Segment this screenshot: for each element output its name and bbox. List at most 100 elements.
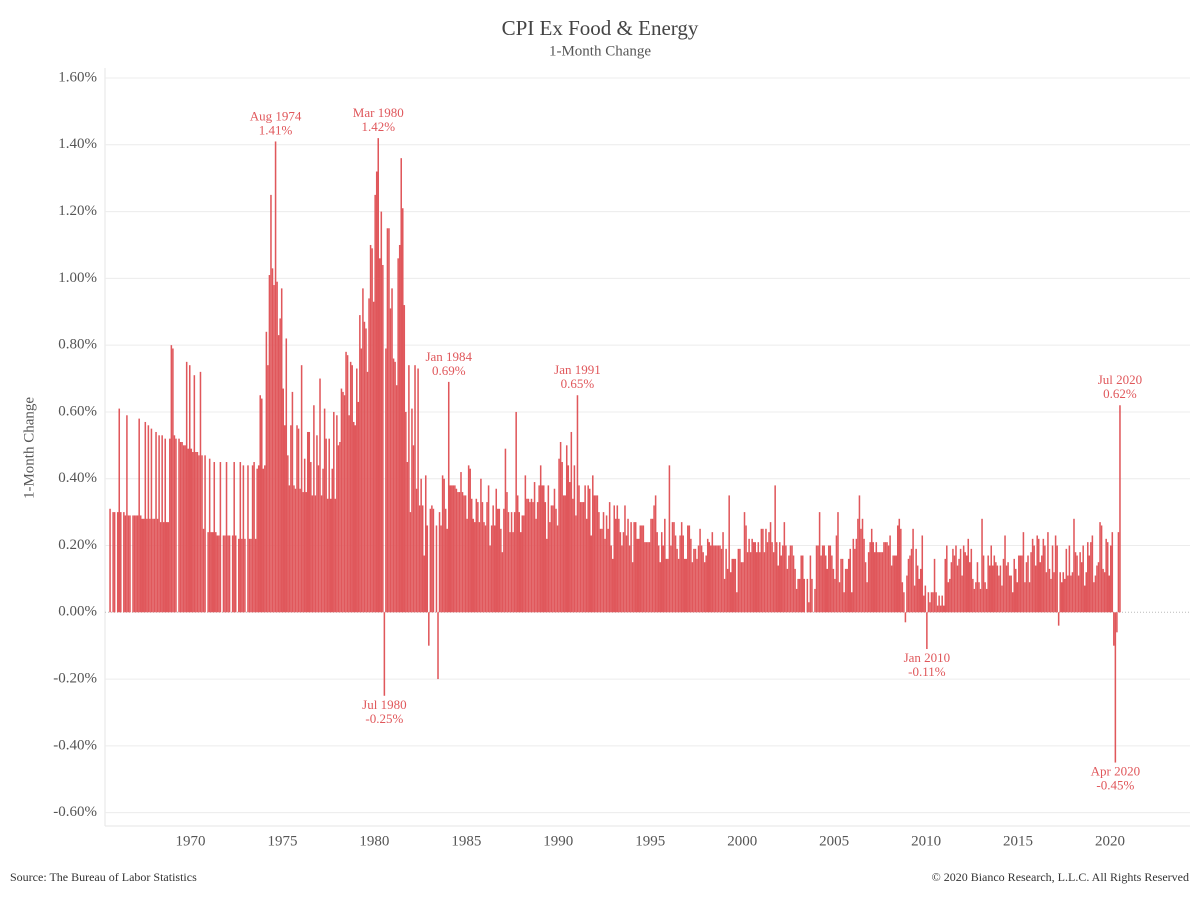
bar xyxy=(314,495,317,613)
bar xyxy=(887,545,890,613)
bar xyxy=(296,425,298,613)
bar xyxy=(446,528,448,613)
bar xyxy=(294,488,297,613)
bar xyxy=(322,468,324,613)
bar xyxy=(797,578,799,613)
bar xyxy=(912,528,914,613)
bar xyxy=(207,532,209,613)
bar xyxy=(1014,568,1017,613)
y-tick-label: 0.00% xyxy=(58,604,97,620)
bar xyxy=(1082,545,1084,613)
bar xyxy=(1045,572,1048,613)
bar xyxy=(1090,542,1092,613)
bar xyxy=(530,498,533,613)
bar xyxy=(683,558,686,613)
bar xyxy=(1070,575,1072,613)
bar xyxy=(1008,575,1011,613)
bar xyxy=(854,548,856,613)
bar xyxy=(188,365,191,613)
bar xyxy=(823,545,825,613)
bar xyxy=(1028,582,1031,613)
bar xyxy=(766,542,769,613)
bar xyxy=(642,525,645,613)
bar xyxy=(947,582,950,613)
bar xyxy=(801,555,804,613)
bar xyxy=(584,485,586,613)
bar xyxy=(489,545,491,613)
bar xyxy=(832,568,835,613)
bar xyxy=(451,485,453,613)
bar xyxy=(749,552,752,613)
bar xyxy=(262,468,265,613)
bar xyxy=(259,395,262,613)
bar xyxy=(371,248,373,613)
bar xyxy=(238,538,240,613)
bar xyxy=(403,305,406,613)
bar xyxy=(449,485,452,613)
bar xyxy=(904,612,907,623)
bar xyxy=(679,535,681,613)
bar xyxy=(170,345,173,613)
bar xyxy=(1079,552,1081,613)
bar xyxy=(202,528,205,613)
bar xyxy=(299,488,301,613)
bar xyxy=(178,438,180,613)
bar xyxy=(958,558,960,613)
bar xyxy=(192,452,194,613)
y-tick-label: 1.40% xyxy=(58,136,97,152)
bar xyxy=(1041,555,1043,613)
bar xyxy=(162,522,165,613)
bar xyxy=(1054,535,1057,613)
bar xyxy=(708,542,711,613)
bar xyxy=(588,488,591,613)
bar xyxy=(391,288,393,613)
bar xyxy=(306,431,309,613)
bar xyxy=(231,535,234,613)
bar xyxy=(903,592,905,613)
bar xyxy=(1110,545,1112,613)
bar xyxy=(1087,542,1089,613)
bar xyxy=(608,502,611,613)
bar xyxy=(817,545,819,613)
bar xyxy=(362,288,364,613)
bar xyxy=(179,441,182,613)
bar xyxy=(691,562,694,613)
bar xyxy=(654,495,657,613)
bar xyxy=(518,512,520,613)
bar xyxy=(1117,532,1120,613)
bar xyxy=(990,545,993,613)
y-tick-label: 1.20% xyxy=(58,203,97,219)
bar xyxy=(374,194,376,613)
bar xyxy=(265,331,268,613)
bar xyxy=(874,552,876,613)
annotation-value: 0.65% xyxy=(561,376,595,391)
bar xyxy=(365,328,367,613)
bar xyxy=(219,462,222,613)
bar xyxy=(613,505,616,613)
bar xyxy=(1062,572,1065,613)
bar xyxy=(1116,612,1118,633)
bar xyxy=(532,502,534,613)
bar xyxy=(682,535,684,613)
bar xyxy=(979,588,982,613)
bar xyxy=(132,515,134,613)
bar xyxy=(380,211,383,613)
bar xyxy=(953,555,956,613)
bar xyxy=(397,258,399,613)
bar xyxy=(437,612,439,680)
bar xyxy=(572,498,574,613)
bar xyxy=(463,495,465,613)
bar xyxy=(1068,545,1071,613)
bar xyxy=(529,502,531,613)
bar xyxy=(360,348,363,613)
bar xyxy=(809,555,812,613)
bar xyxy=(959,548,962,613)
bar xyxy=(340,388,343,613)
bar xyxy=(1105,538,1107,613)
bar xyxy=(158,435,160,613)
bar xyxy=(657,545,660,613)
bar xyxy=(460,472,462,613)
bar xyxy=(789,545,792,613)
bar xyxy=(785,545,787,613)
